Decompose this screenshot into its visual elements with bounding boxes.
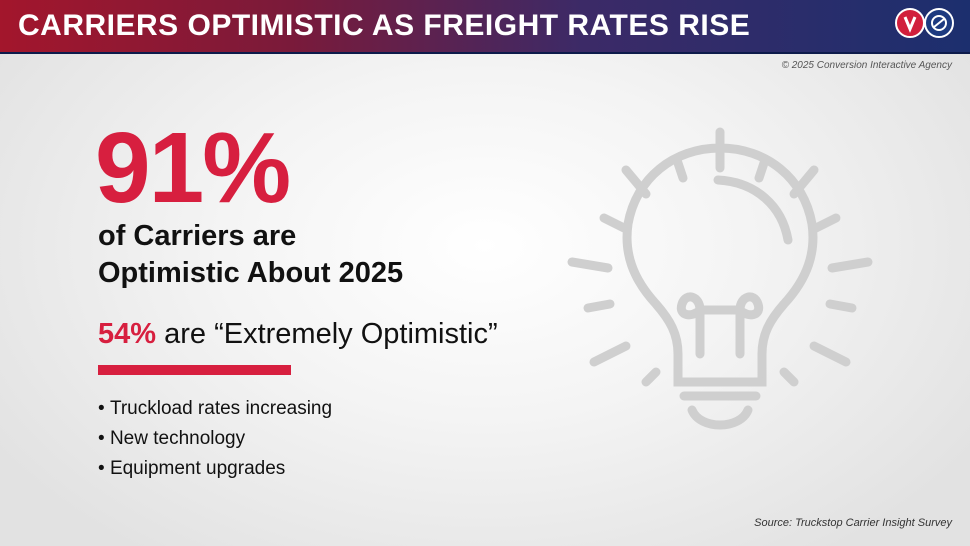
- copyright-text: © 2025 Conversion Interactive Agency: [781, 60, 952, 71]
- headline-subtitle: of Carriers are Optimistic About 2025: [98, 218, 403, 292]
- brand-logo-icon: [895, 8, 925, 38]
- headline-stat: 91%: [95, 112, 291, 224]
- lightbulb-icon: [567, 127, 873, 430]
- header-bar: CARRIERS OPTIMISTIC AS FREIGHT RATES RIS…: [0, 0, 970, 54]
- list-item: Equipment upgrades: [98, 454, 332, 484]
- extreme-optimism-line: 54% are “Extremely Optimistic”: [98, 318, 498, 351]
- extreme-pct: 54%: [98, 318, 157, 350]
- list-item: New technology: [98, 424, 332, 454]
- source-citation: Source: Truckstop Carrier Insight Survey: [754, 517, 952, 529]
- accent-divider: [98, 365, 291, 375]
- list-item: Truckload rates increasing: [98, 394, 332, 424]
- extreme-text: are “Extremely Optimistic”: [156, 318, 498, 350]
- reason-list: Truckload rates increasing New technolog…: [98, 394, 332, 484]
- subtitle-line-2: Optimistic About 2025: [98, 257, 404, 289]
- subtitle-line-1: of Carriers are: [98, 220, 297, 252]
- page-title: CARRIERS OPTIMISTIC AS FREIGHT RATES RIS…: [18, 9, 751, 42]
- partner-logo-icon: [924, 8, 954, 38]
